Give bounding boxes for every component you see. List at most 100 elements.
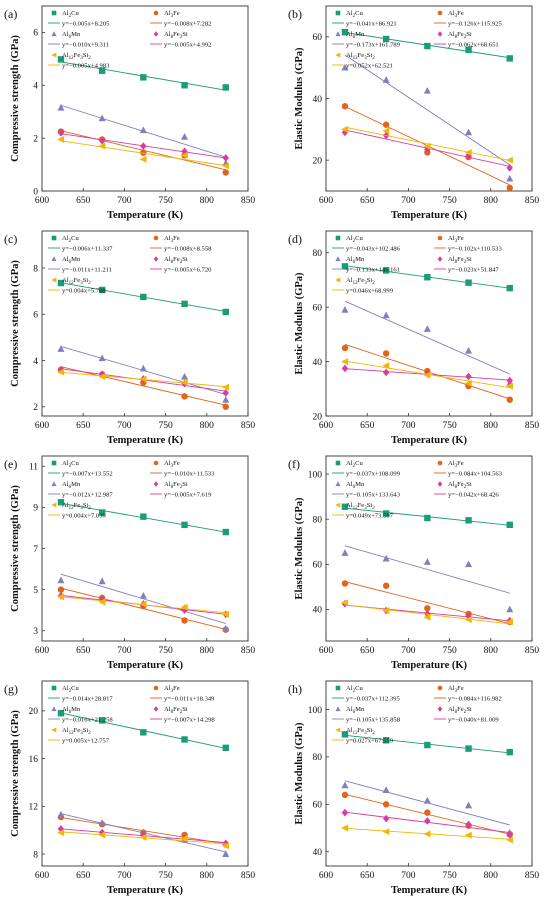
legend-marker-Al3Fe	[153, 685, 159, 691]
x-tick-label: 600	[35, 871, 50, 881]
legend-label: Al2Cu	[346, 235, 363, 244]
data-point-Al8Fe2Si	[181, 606, 188, 615]
legend-equation: y=0.004x+7.036	[62, 513, 106, 520]
legend-label: Al3Fe	[448, 685, 464, 694]
data-point-Al6Mn	[423, 558, 431, 565]
x-axis-label: Temperature (K)	[107, 435, 184, 446]
x-tick-label: 600	[319, 196, 334, 206]
legend-equation: y=−0.042x+68.426	[448, 492, 499, 499]
legend-equation: y=−0.005x+4.983	[62, 63, 110, 70]
x-tick-label: 750	[158, 421, 173, 431]
data-point-Al8Fe2Si	[57, 825, 65, 833]
data-point-Al8Fe2Si	[98, 136, 106, 145]
legend-equation: y=−0.040x+81.009	[448, 717, 499, 724]
data-point-Al8Fe2Si	[140, 831, 147, 839]
data-point-Al12Fe3Si2	[98, 142, 106, 150]
legend-label: Al2Cu	[346, 460, 363, 469]
x-tick-label: 650	[360, 421, 375, 431]
panel-label: (a)	[4, 7, 17, 21]
chart-panel-5: 600 650 700 750 800 850 3 5 7 9 11 Temperature (K) C…	[4, 455, 255, 671]
legend-label: Al2Cu	[346, 10, 363, 19]
data-point-Al12Fe3Si2	[98, 598, 106, 606]
legend-marker-Al3Fe	[153, 460, 159, 466]
data-point-Al12Fe3Si2	[341, 599, 349, 607]
y-axis-label: Compressive strength (GPa)	[10, 35, 21, 162]
y-tick-label: 9	[33, 504, 38, 514]
data-point-Al3Fe	[424, 605, 431, 612]
x-tick-label: 800	[484, 421, 499, 431]
data-point-Al12Fe3Si2	[139, 155, 147, 163]
fit-line-Al6Mn	[60, 573, 226, 624]
y-tick-label: 4	[33, 357, 38, 367]
legend-marker-Al2Cu	[51, 10, 57, 16]
y-tick-label: 20	[313, 156, 323, 166]
legend-equation: y=−0.008x+7.282	[164, 21, 211, 28]
legend-marker-Al3Fe	[437, 235, 443, 241]
x-tick-label: 600	[319, 421, 334, 431]
data-point-Al12Fe3Si2	[382, 127, 390, 135]
data-point-Al2Cu	[57, 56, 65, 63]
y-tick-label: 3	[33, 627, 38, 637]
data-point-Al2Cu	[424, 514, 431, 522]
data-point-Al2Cu	[382, 35, 390, 43]
fit-line-Al12Fe3Si2	[60, 140, 226, 167]
legend-equation: y=−0.037x+108.099	[346, 471, 401, 478]
legend-equation: y=−0.007x+13.552	[62, 471, 113, 478]
y-axis-label: Elastic Modulus (GPa)	[294, 47, 305, 150]
x-tick-label: 600	[319, 646, 334, 656]
data-point-Al6Mn	[382, 786, 390, 793]
legend-equation: y=0.052x+62.521	[346, 63, 393, 70]
legend-label: Al6Mn	[62, 481, 81, 490]
legend-label: Al12Fe3Si2	[346, 502, 375, 511]
legend-marker-Al6Mn	[335, 256, 341, 262]
y-tick-label: 80	[313, 753, 323, 763]
data-point-Al2Cu	[382, 510, 390, 517]
y-axis-label: Compressive strength (GPa)	[10, 485, 21, 612]
x-tick-label: 750	[442, 646, 457, 656]
data-point-Al6Mn	[57, 345, 65, 352]
y-axis-label: Elastic Modulus (GPa)	[294, 722, 305, 825]
data-point-Al8Fe2Si	[424, 817, 431, 825]
legend-marker-Al12Fe3Si2	[51, 727, 57, 733]
legend-equation: y=−0.023x+51.847	[448, 267, 499, 274]
data-point-Al12Fe3Si2	[57, 135, 65, 143]
data-point-Al3Fe	[140, 149, 147, 156]
plot-frame	[41, 5, 249, 192]
legend-equation: y=−0.011x+18.349	[164, 696, 215, 703]
data-point-Al6Mn	[98, 114, 106, 122]
legend-label: Al6Mn	[346, 256, 365, 265]
data-point-Al6Mn	[423, 796, 431, 804]
data-point-Al3Fe	[222, 403, 229, 410]
data-point-Al2Cu	[465, 517, 472, 524]
data-point-Al12Fe3Si2	[180, 835, 188, 843]
plot-frame	[325, 455, 533, 642]
data-point-Al12Fe3Si2	[464, 148, 472, 156]
data-point-Al6Mn	[57, 576, 65, 584]
legend-marker-Al6Mn	[335, 481, 341, 487]
data-point-Al6Mn	[423, 325, 431, 332]
y-tick-label: 80	[313, 249, 323, 259]
legend-label: Al6Mn	[62, 706, 81, 715]
data-point-Al2Cu	[341, 503, 349, 510]
legend-equation: y=−0.173x+161.789	[346, 42, 401, 49]
x-tick-label: 650	[76, 196, 91, 206]
legend-equation: y=−0.010x+11.533	[164, 471, 215, 478]
x-tick-label: 600	[35, 646, 50, 656]
data-point-Al3Fe	[341, 344, 349, 352]
data-point-Al3Fe	[424, 809, 431, 816]
legend-equation: y=−0.012x+12.987	[62, 492, 113, 499]
data-point-Al2Cu	[140, 74, 147, 81]
legend-equation: y=−0.062x+68.651	[448, 42, 499, 49]
legend-marker-Al6Mn	[51, 256, 57, 262]
legend-equation: y=0.005x+12.757	[62, 738, 110, 745]
legend-equation: y=−0.005x+6.720	[164, 267, 212, 274]
legend-marker-Al12Fe3Si2	[335, 277, 341, 283]
legend-marker-Al6Mn	[51, 481, 57, 487]
legend-equation: y=−0.105x+133.643	[346, 492, 401, 499]
x-tick-label: 650	[76, 646, 91, 656]
data-point-Al3Fe	[506, 184, 513, 192]
data-point-Al8Fe2Si	[465, 151, 472, 160]
legend-equation: y=−0.105x+135.858	[346, 717, 401, 724]
data-point-Al2Cu	[506, 55, 513, 62]
data-point-Al12Fe3Si2	[57, 368, 65, 376]
